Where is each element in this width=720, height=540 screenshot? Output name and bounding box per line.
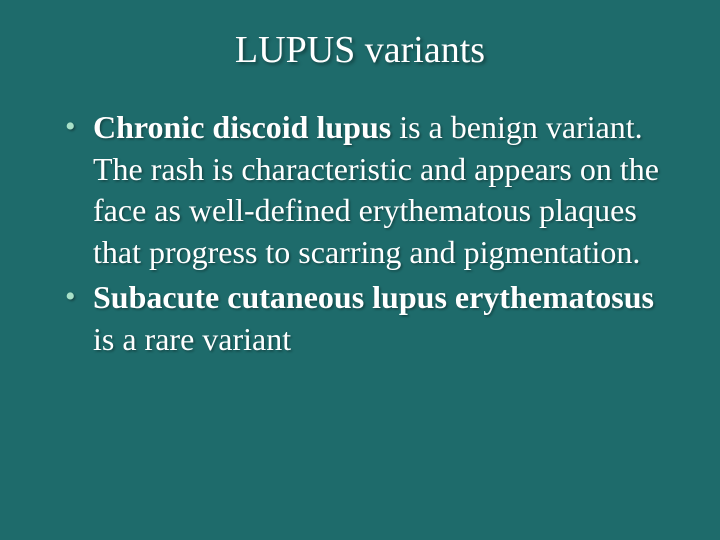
bullet-item: Subacute cutaneous lupus erythematosus i… [55, 277, 665, 360]
bullet-bold-text: Chronic discoid lupus [93, 109, 391, 145]
bullet-item: Chronic discoid lupus is a benign varian… [55, 107, 665, 273]
bullet-bold-text: Subacute cutaneous lupus erythematosus [93, 279, 654, 315]
bullet-list: Chronic discoid lupus is a benign varian… [55, 107, 665, 361]
slide-container: LUPUS variants Chronic discoid lupus is … [0, 0, 720, 540]
slide-title: LUPUS variants [55, 28, 665, 72]
bullet-rest-text: is a rare variant [93, 321, 291, 357]
